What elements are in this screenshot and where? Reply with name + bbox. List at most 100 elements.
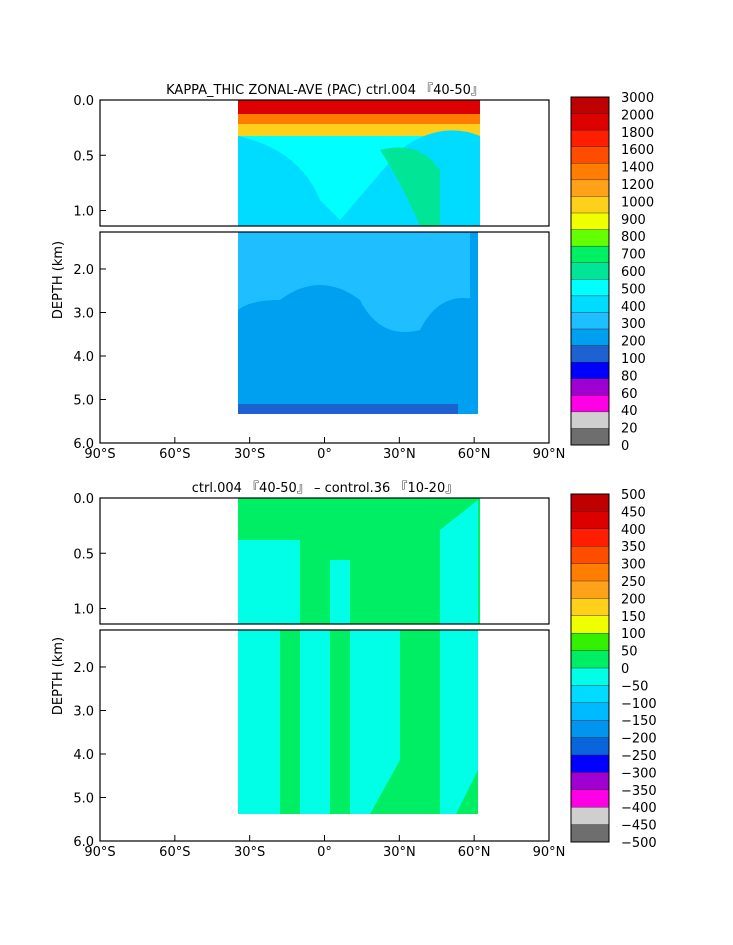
colorbar-swatch xyxy=(570,96,610,115)
colorbar-label: 1000 xyxy=(621,195,654,210)
colorbar-label: −150 xyxy=(621,714,657,729)
x-tick-label: 60°S xyxy=(159,447,190,462)
colorbar-swatch xyxy=(570,179,610,197)
y-tick-label: 4.0 xyxy=(73,350,94,365)
colorbar-label: 450 xyxy=(621,505,646,520)
colorbar-swatch xyxy=(570,824,610,843)
y-tick-label: 0.0 xyxy=(73,94,94,109)
colorbar-label: 100 xyxy=(621,627,646,642)
colorbar-swatch xyxy=(570,395,610,413)
colorbar-swatch xyxy=(570,685,610,704)
colorbar-swatch xyxy=(570,546,610,565)
x-tick-label: 90°S xyxy=(84,447,115,462)
colorbar-label: −50 xyxy=(621,679,648,694)
colorbar-label: 0 xyxy=(621,662,629,677)
colorbar-label: 1400 xyxy=(621,161,654,176)
panel-2-title: ctrl.004 『40-50』 – control.36 『10-20』 xyxy=(192,481,458,496)
colorbar-swatch xyxy=(570,295,610,313)
panel-1-ylabel: DEPTH (km) xyxy=(51,241,66,319)
colorbar-frame xyxy=(570,493,610,843)
colorbar-label: 400 xyxy=(621,300,646,315)
colorbar-label: 300 xyxy=(621,558,646,573)
colorbar-label: 40 xyxy=(621,404,638,419)
colorbar-swatch xyxy=(570,528,610,547)
colorbar-label: 1200 xyxy=(621,178,654,193)
colorbar-swatch xyxy=(570,378,610,396)
colorbar-swatch xyxy=(570,720,610,739)
colorbar-label: −250 xyxy=(621,749,657,764)
y-tick-label: 3.0 xyxy=(73,704,94,719)
x-tick-label: 30°N xyxy=(383,447,416,462)
colorbar-label: −350 xyxy=(621,784,657,799)
panel-1-title: KAPPA_THIC ZONAL-AVE (PAC) ctrl.004 『40-… xyxy=(166,83,484,98)
x-tick-label: 90°N xyxy=(533,845,566,860)
colorbar-swatch xyxy=(570,737,610,756)
colorbar-label: 300 xyxy=(621,317,646,332)
colorbar-swatch xyxy=(570,345,610,363)
panel-2-colorbar: 500450400350300250200150100500−50−100−15… xyxy=(570,488,657,851)
y-tick-label: 3.0 xyxy=(73,306,94,321)
colorbar-label: −450 xyxy=(621,819,657,834)
colorbar-label: 2000 xyxy=(621,108,654,123)
colorbar-label: 600 xyxy=(621,265,646,280)
colorbar-swatch xyxy=(570,361,610,380)
colorbar-swatch xyxy=(570,580,610,599)
colorbar-label: −200 xyxy=(621,732,657,747)
colorbar-label: 200 xyxy=(621,592,646,607)
colorbar-label: 20 xyxy=(621,422,638,437)
colorbar-label: 100 xyxy=(621,352,646,367)
colorbar-swatch xyxy=(570,754,610,773)
x-tick-label: 60°S xyxy=(159,845,190,860)
y-tick-label: 1.0 xyxy=(73,603,94,618)
colorbar-label: 250 xyxy=(621,575,646,590)
colorbar-label: 800 xyxy=(621,230,646,245)
colorbar-swatch xyxy=(570,163,610,181)
colorbar-label: 400 xyxy=(621,523,646,538)
y-tick-label: 6.0 xyxy=(73,835,94,850)
y-tick-label: 5.0 xyxy=(73,393,94,408)
colorbar-label: 900 xyxy=(621,213,646,228)
y-tick-label: 6.0 xyxy=(73,437,94,452)
colorbar-swatch xyxy=(570,229,610,247)
colorbar-swatch xyxy=(570,312,610,330)
colorbar-label: −100 xyxy=(621,697,657,712)
colorbar-swatch xyxy=(570,598,610,617)
colorbar-label: 150 xyxy=(621,610,646,625)
colorbar-swatch xyxy=(570,772,610,791)
x-tick-label: 30°S xyxy=(234,447,265,462)
x-tick-label: 60°N xyxy=(458,447,491,462)
y-tick-label: 1.0 xyxy=(73,205,94,220)
colorbar-swatch xyxy=(570,789,610,808)
x-tick-label: 0° xyxy=(317,845,332,860)
colorbar-swatch xyxy=(570,633,610,652)
colorbar-label: 0 xyxy=(621,439,629,454)
colorbar-swatch xyxy=(570,493,610,512)
panel-2-upper-plot xyxy=(99,497,550,625)
x-tick-label: 90°S xyxy=(84,845,115,860)
colorbar-frame xyxy=(570,96,610,446)
colorbar-label: −300 xyxy=(621,766,657,781)
colorbar-label: −500 xyxy=(621,836,657,851)
panel-1-lower-plot xyxy=(99,231,550,444)
colorbar-label: 1800 xyxy=(621,126,654,141)
colorbar-swatch xyxy=(570,196,610,214)
colorbar-swatch xyxy=(570,212,610,231)
colorbar-swatch xyxy=(570,650,610,669)
colorbar-swatch xyxy=(570,411,610,429)
colorbar-swatch xyxy=(570,129,610,148)
panel-2-lower-plot xyxy=(99,629,550,842)
x-tick-label: 60°N xyxy=(458,845,491,860)
colorbar-label: 200 xyxy=(621,335,646,350)
x-tick-label: 30°S xyxy=(234,845,265,860)
colorbar-label: 80 xyxy=(621,369,638,384)
y-tick-label: 5.0 xyxy=(73,791,94,806)
x-tick-label: 30°N xyxy=(383,845,416,860)
colorbar-label: 500 xyxy=(621,282,646,297)
colorbar-swatch xyxy=(570,667,610,686)
colorbar-label: 60 xyxy=(621,387,638,402)
colorbar-swatch xyxy=(570,807,610,826)
panel-2-axes: 90°S 60°S 30°S 0° 30°N 60°N 90°N 0.0 0.5 1.0 2.0 3.… xyxy=(73,492,565,860)
colorbar-swatch xyxy=(570,615,610,634)
x-tick-label: 90°N xyxy=(533,447,566,462)
